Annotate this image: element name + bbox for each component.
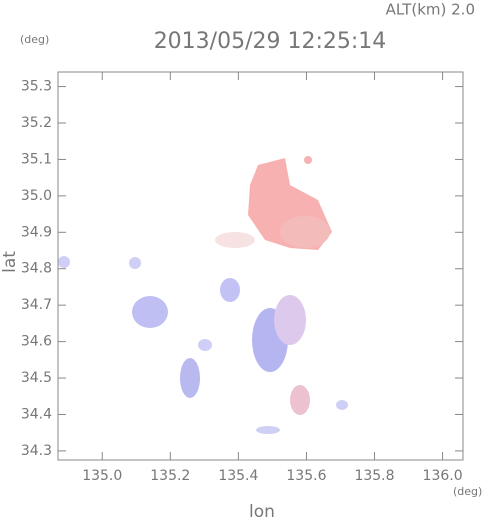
y-tick-label: 35.1 xyxy=(21,151,52,167)
subtitle: ALT(km) 2.0 xyxy=(386,1,475,19)
y-tick-label: 34.8 xyxy=(21,261,52,277)
echo-area xyxy=(180,358,200,398)
echo-area xyxy=(220,278,240,302)
y-tick-label: 34.5 xyxy=(21,370,52,386)
x-tick-label: 135.2 xyxy=(150,468,190,484)
x-tick-label: 135.4 xyxy=(218,468,258,484)
x-unit: (deg) xyxy=(453,485,482,498)
y-tick-label: 34.3 xyxy=(21,443,52,459)
echo-area xyxy=(215,232,255,248)
y-tick-label: 34.4 xyxy=(21,406,52,422)
echo-area xyxy=(280,216,330,248)
chart-title: 2013/05/29 12:25:14 xyxy=(154,29,387,54)
y-axis-label: lat xyxy=(0,251,20,273)
plot-frame xyxy=(57,71,464,461)
echo-area xyxy=(304,156,312,164)
x-tick-label: 135.6 xyxy=(286,468,326,484)
echo-area xyxy=(58,256,70,268)
echo-area xyxy=(256,426,280,434)
y-tick-label: 35.3 xyxy=(21,79,52,95)
y-unit: (deg) xyxy=(20,33,49,46)
y-tick-label: 34.9 xyxy=(21,224,52,240)
y-tick-label: 34.6 xyxy=(21,334,52,350)
echo-area xyxy=(129,257,141,269)
y-tick-label: 35.0 xyxy=(21,188,52,204)
y-tick-label: 34.7 xyxy=(21,297,52,313)
echo-area xyxy=(274,295,306,345)
echo-field xyxy=(58,156,348,434)
echo-area xyxy=(198,339,212,351)
echo-area xyxy=(336,400,348,410)
echo-area xyxy=(132,296,168,328)
y-tick-label: 35.2 xyxy=(21,115,52,131)
echo-area xyxy=(290,385,310,415)
x-tick-label: 135.0 xyxy=(82,468,122,484)
x-tick-label: 135.8 xyxy=(354,468,394,484)
x-axis-label: lon xyxy=(249,502,275,521)
x-tick-label: 136.0 xyxy=(423,468,463,484)
